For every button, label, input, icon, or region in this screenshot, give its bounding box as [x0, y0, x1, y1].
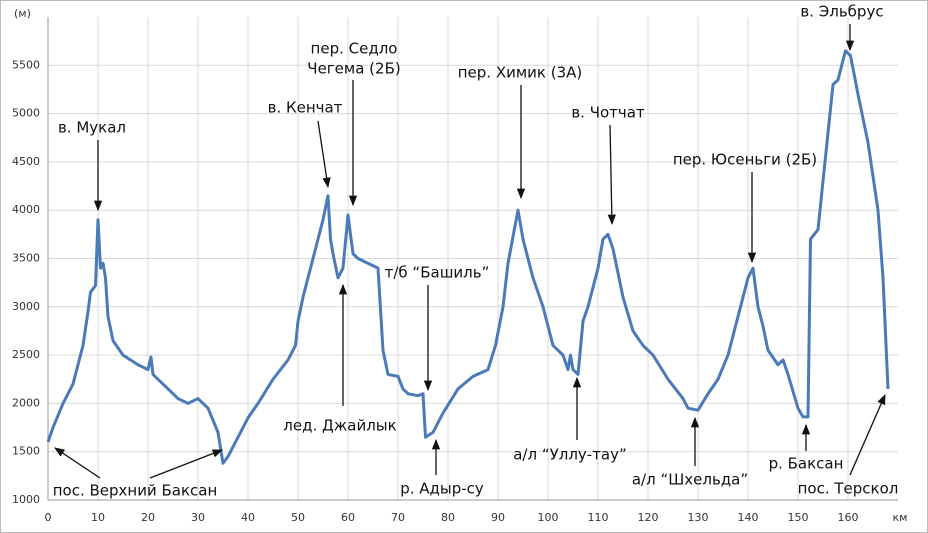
annotation: Чегема (2Б) — [307, 60, 400, 78]
y-tick-label: 1000 — [12, 493, 40, 506]
annotation-arrow — [317, 120, 331, 189]
annotation: пос. Верхний Баксан — [53, 482, 218, 500]
annotation: в. Кенчат — [268, 99, 343, 117]
annotation-arrow — [149, 449, 223, 479]
x-tick-label: 110 — [588, 511, 609, 524]
x-tick-label: 80 — [441, 511, 455, 524]
x-tick-label: 150 — [788, 511, 809, 524]
annotation: р. Баксан — [769, 455, 844, 473]
x-tick-label: 30 — [191, 511, 205, 524]
x-tick-label: 160 — [838, 511, 859, 524]
x-tick-label: 0 — [45, 511, 52, 524]
x-tick-label: 20 — [141, 511, 155, 524]
annotation: т/б “Башиль” — [385, 264, 490, 282]
annotation: р. Адыр-су — [400, 480, 484, 498]
x-tick-label: 70 — [391, 511, 405, 524]
annotation: пер. Юсеньги (2Б) — [673, 151, 817, 169]
y-tick-label: 2000 — [12, 396, 40, 409]
x-tick-label: 50 — [291, 511, 305, 524]
y-tick-label: 5000 — [12, 107, 40, 120]
annotation: пер. Химик (3А) — [458, 64, 583, 82]
y-axis-label: (м) — [14, 7, 31, 20]
x-tick-label: 60 — [341, 511, 355, 524]
y-tick-label: 3500 — [12, 252, 40, 265]
x-tick-label: 130 — [688, 511, 709, 524]
annotation: а/л “Уллу-тау” — [513, 446, 627, 464]
profile-line — [46, 49, 890, 465]
x-tick-label: 120 — [638, 511, 659, 524]
x-tick-label: 90 — [491, 511, 505, 524]
y-tick-label: 5500 — [12, 58, 40, 71]
y-tick-label: 3000 — [12, 300, 40, 313]
annotation-arrow — [607, 124, 616, 226]
annotation: в. Мукал — [58, 119, 126, 137]
annotation: лед. Джайлык — [283, 417, 396, 435]
annotation: пер. Седло — [311, 40, 398, 58]
x-axis-label: км — [893, 511, 908, 524]
x-tick-label: 100 — [538, 511, 559, 524]
y-tick-label: 4000 — [12, 203, 40, 216]
y-tick-label: 4500 — [12, 155, 40, 168]
x-tick-label: 10 — [91, 511, 105, 524]
annotation: пос. Терскол — [798, 480, 899, 498]
annotation: а/л “Шхельда” — [632, 471, 748, 489]
y-tick-label: 1500 — [12, 445, 40, 458]
annotation: в. Чотчат — [571, 104, 645, 122]
annotation-arrow — [54, 447, 101, 479]
annotation: в. Эльбрус — [800, 3, 883, 21]
x-tick-label: 140 — [738, 511, 759, 524]
y-tick-label: 2500 — [12, 348, 40, 361]
x-tick-label: 40 — [241, 511, 255, 524]
annotation-arrow — [849, 394, 886, 476]
